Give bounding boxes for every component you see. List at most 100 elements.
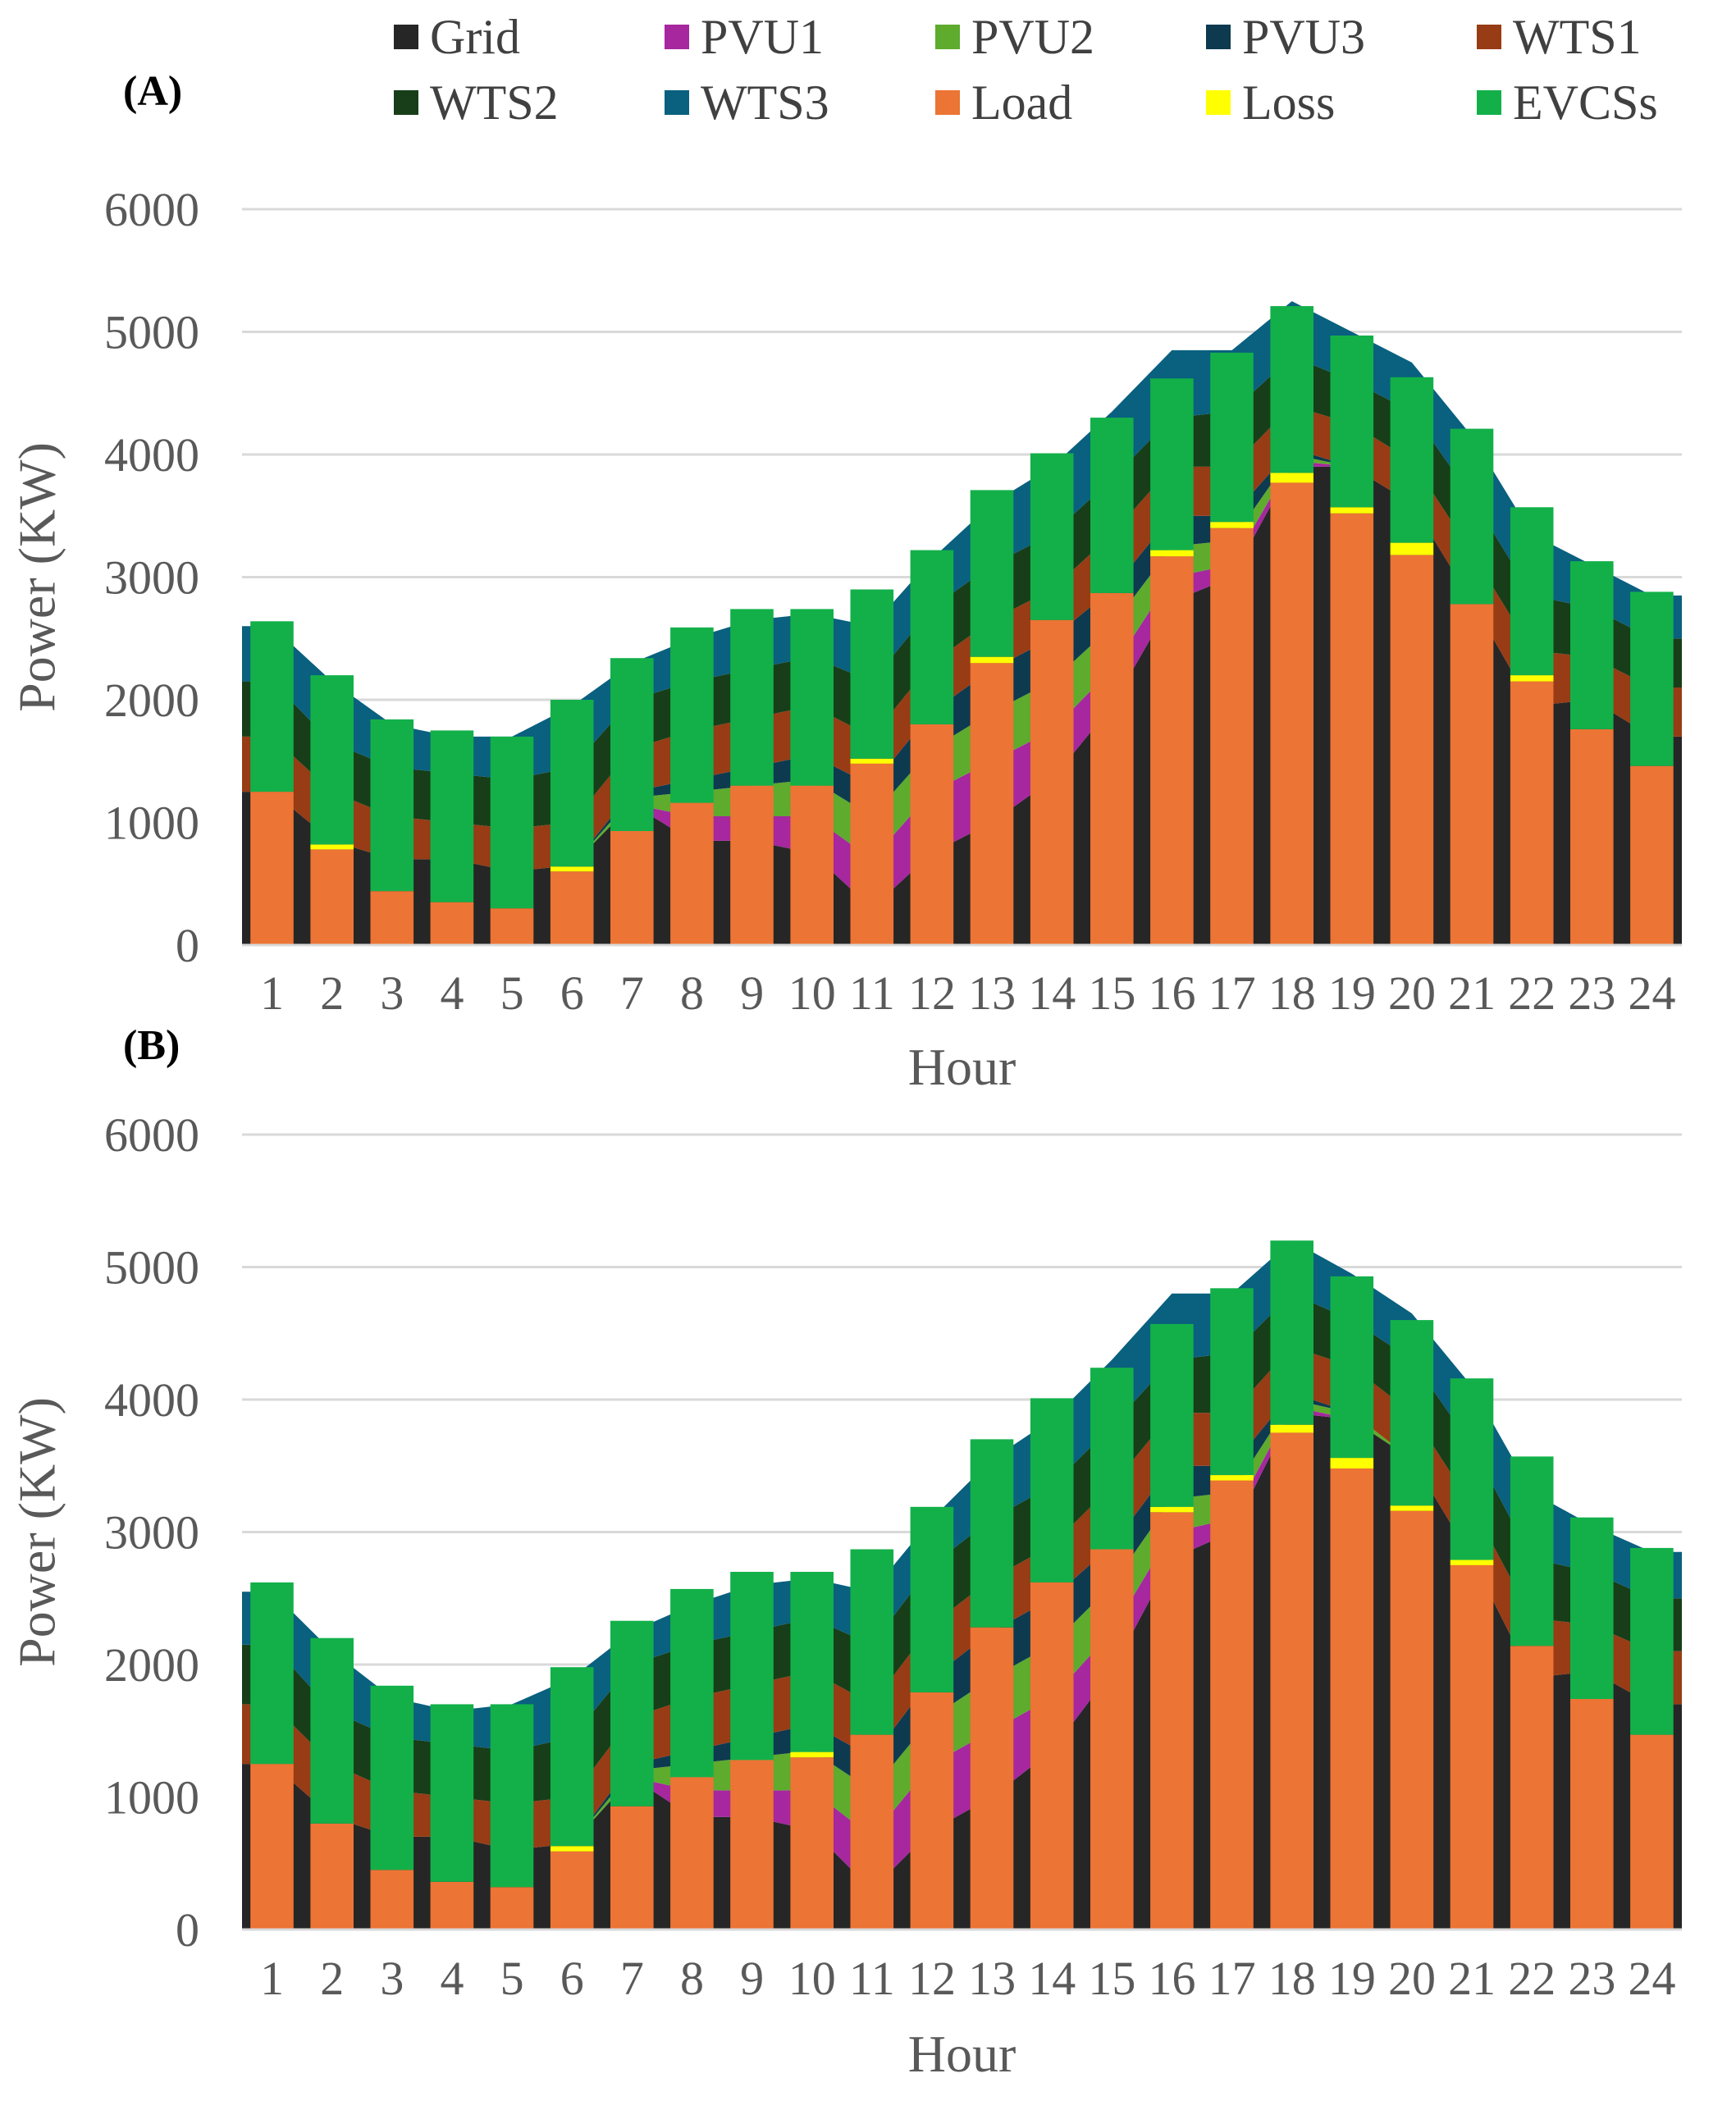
x-tick-label: 11 xyxy=(849,1952,895,2005)
bar-load xyxy=(1390,1510,1434,1930)
bar-loss xyxy=(310,844,354,850)
bar-load xyxy=(1570,728,1614,945)
x-tick-label: 3 xyxy=(380,966,404,1020)
y-tick-label: 2000 xyxy=(104,674,199,727)
bar-load xyxy=(1150,556,1194,945)
bar-load xyxy=(1510,681,1554,945)
legend-item-pvu1: PVU1 xyxy=(665,8,824,66)
bar-load xyxy=(1210,1480,1254,1930)
y-tick-label: 3000 xyxy=(104,1506,199,1560)
bar-evcss xyxy=(430,730,474,902)
x-tick-label: 19 xyxy=(1328,1952,1376,2005)
x-tick-label: 1 xyxy=(260,966,284,1020)
bar-evcss xyxy=(610,1620,654,1806)
x-tick-label: 13 xyxy=(968,1952,1016,2005)
bar-evcss xyxy=(1210,1288,1254,1475)
y-tick-label: 6000 xyxy=(104,183,199,236)
bar-loss xyxy=(550,1846,594,1852)
bar-evcss xyxy=(1150,1323,1194,1507)
bar-evcss xyxy=(1510,1456,1554,1646)
y-tick-label: 5000 xyxy=(104,1241,199,1295)
bar-evcss xyxy=(730,1572,774,1761)
x-tick-label: 20 xyxy=(1388,1952,1436,2005)
bar-load xyxy=(310,1823,354,1930)
bar-loss xyxy=(1390,1505,1434,1511)
bar-load xyxy=(1510,1646,1554,1930)
x-tick-label: 7 xyxy=(620,1952,644,2005)
bar-evcss xyxy=(490,736,534,909)
x-tick-label: 24 xyxy=(1628,966,1675,1020)
legend-item-pvu3: PVU3 xyxy=(1206,8,1365,66)
x-tick-label: 2 xyxy=(320,1952,344,2005)
bar-load xyxy=(610,1806,654,1930)
bar-load xyxy=(1270,1432,1313,1930)
x-tick-label: 10 xyxy=(788,1952,836,2005)
bar-loss xyxy=(1210,522,1254,528)
x-tick-label: 22 xyxy=(1508,1952,1556,2005)
x-tick-label: 3 xyxy=(380,1952,404,2005)
x-tick-label: 24 xyxy=(1628,1952,1675,2005)
legend-swatch xyxy=(935,25,960,49)
bar-load xyxy=(1150,1512,1194,1930)
x-tick-label: 21 xyxy=(1448,1952,1496,2005)
x-tick-label: 18 xyxy=(1268,1952,1316,2005)
bar-load xyxy=(790,1757,834,1930)
y-axis-title: Power (KW) xyxy=(8,1397,66,1667)
x-axis-title: Hour xyxy=(908,2025,1016,2083)
bar-evcss xyxy=(850,589,894,759)
bar-load xyxy=(1210,528,1254,945)
x-tick-label: 13 xyxy=(968,966,1016,1020)
bar-load xyxy=(730,1760,774,1930)
area-wts3 xyxy=(242,301,1682,780)
bar-evcss xyxy=(1210,352,1254,523)
x-tick-label: 18 xyxy=(1268,966,1316,1020)
legend-label: WTS1 xyxy=(1513,9,1642,64)
x-tick-label: 5 xyxy=(500,966,524,1020)
legend-item-grid: Grid xyxy=(394,8,520,66)
legend-item-loss: Loss xyxy=(1206,74,1335,131)
y-tick-label: 0 xyxy=(176,1903,199,1957)
x-tick-label: 23 xyxy=(1568,1952,1615,2005)
bar-load xyxy=(490,1887,534,1930)
bar-loss xyxy=(1450,1560,1494,1565)
legend-label: Grid xyxy=(430,9,520,64)
x-tick-label: 14 xyxy=(1028,966,1076,1020)
x-tick-label: 2 xyxy=(320,966,344,1020)
x-tick-label: 11 xyxy=(849,966,895,1020)
legend-swatch xyxy=(665,90,689,115)
bar-evcss xyxy=(250,621,294,792)
legend-label: WTS2 xyxy=(430,75,559,130)
panel-label-a: (A) xyxy=(123,68,183,115)
bar-evcss xyxy=(1030,453,1074,620)
x-tick-label: 8 xyxy=(680,1952,704,2005)
legend-item-wts1: WTS1 xyxy=(1477,8,1642,66)
bar-evcss xyxy=(910,1506,954,1692)
x-tick-label: 23 xyxy=(1568,966,1615,1020)
bar-load xyxy=(850,763,894,945)
bar-load xyxy=(670,802,714,945)
bar-load xyxy=(1090,1549,1134,1930)
bar-load xyxy=(1450,604,1494,945)
bar-loss xyxy=(1390,542,1434,555)
bar-loss xyxy=(1270,1424,1313,1433)
y-tick-label: 1000 xyxy=(104,797,199,850)
x-tick-label: 15 xyxy=(1088,1952,1135,2005)
panel-label-b: (B) xyxy=(123,1022,180,1069)
x-tick-label: 15 xyxy=(1088,966,1135,1020)
bar-evcss xyxy=(1330,336,1374,508)
bar-load xyxy=(550,871,594,945)
y-tick-label: 6000 xyxy=(104,1108,199,1162)
bar-evcss xyxy=(1090,1368,1134,1550)
area-wts2 xyxy=(242,356,1682,829)
bar-evcss xyxy=(670,1588,714,1778)
y-tick-label: 2000 xyxy=(104,1638,199,1692)
bar-loss xyxy=(550,866,594,872)
legend-swatch xyxy=(1206,25,1231,49)
area-wts2 xyxy=(242,1293,1682,1804)
bar-evcss xyxy=(490,1704,534,1888)
x-tick-label: 12 xyxy=(908,1952,956,2005)
bar-load xyxy=(250,1764,294,1930)
bar-load xyxy=(1630,765,1674,945)
bar-load xyxy=(430,1881,474,1930)
